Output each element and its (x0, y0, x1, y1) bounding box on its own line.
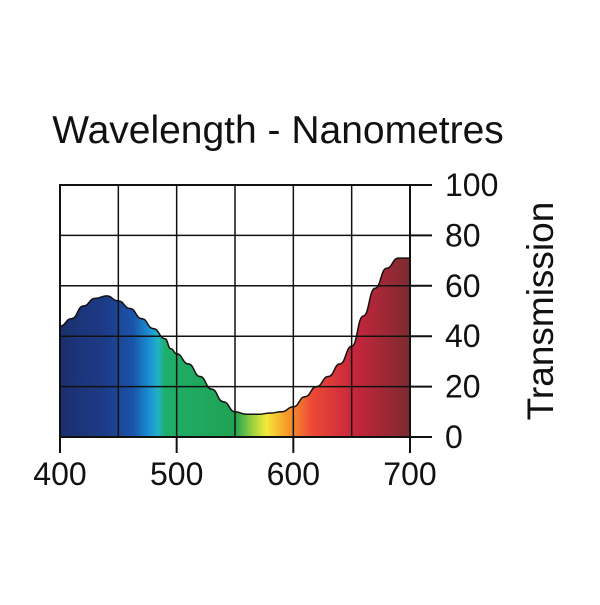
y-tick-label-40: 40 (445, 318, 481, 354)
y-axis-ticks: 0 20 40 60 80 100 (410, 167, 498, 455)
y-tick-label-80: 80 (445, 217, 481, 253)
x-tick-label-400: 400 (33, 456, 86, 492)
y-tick-label-20: 20 (445, 369, 481, 405)
x-tick-label-700: 700 (383, 456, 436, 492)
grid-layer (60, 185, 410, 437)
y-axis-label: Transmission (520, 202, 561, 421)
transmission-area (60, 258, 410, 437)
y-tick-label-0: 0 (445, 419, 463, 455)
plot-frame (59, 184, 411, 438)
chart-title: Wavelength - Nanometres (52, 109, 504, 152)
area-layer (60, 257, 410, 437)
x-tick-label-600: 600 (267, 456, 320, 492)
x-axis-ticks: 400 500 600 700 (33, 437, 437, 492)
x-tick-label-500: 500 (150, 456, 203, 492)
y-tick-label-100: 100 (445, 167, 498, 203)
y-tick-label-60: 60 (445, 268, 481, 304)
transmission-curve (60, 257, 410, 416)
